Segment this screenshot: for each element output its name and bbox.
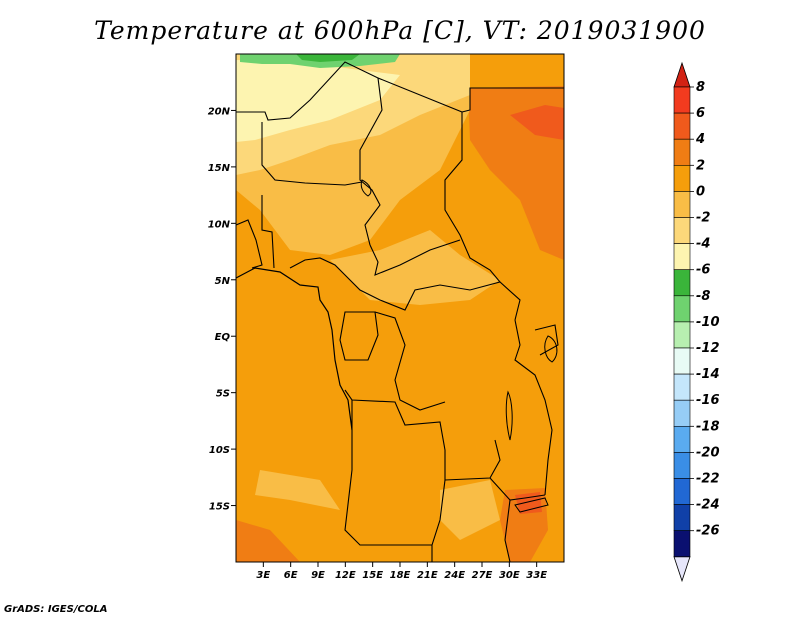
colorbar-swatch — [673, 243, 691, 271]
lon-tick-label: 30E — [499, 570, 520, 581]
lat-tick-label: 10N — [208, 219, 231, 230]
map-title: Temperature at 600hPa [C], VT: 201903190… — [94, 16, 706, 45]
colorbar-swatch — [673, 478, 691, 505]
lon-tick-label: 33E — [526, 570, 547, 581]
lon-tick-label: 21E — [417, 570, 438, 581]
lon-tick-label: 9E — [311, 570, 325, 581]
warm-zone-south — [236, 520, 300, 562]
colorbar-label: -18 — [696, 419, 720, 434]
colorbar-label: 8 — [696, 80, 705, 95]
lon-tick-label: 27E — [472, 570, 493, 581]
colorbar-swatch — [673, 347, 691, 375]
lon-tick-label: 18E — [390, 570, 411, 581]
colorbar-label: -2 — [696, 211, 710, 226]
cool-zone-southwest — [255, 470, 340, 510]
colorbar-label: -10 — [696, 315, 720, 330]
colorbar-label: 2 — [696, 158, 705, 173]
lon-tick-label: 15E — [362, 570, 383, 581]
colorbar-label: -20 — [696, 445, 720, 460]
colorbar-label: 4 — [695, 132, 705, 147]
colorbar-swatch — [673, 165, 691, 192]
colorbar-swatch — [673, 112, 691, 140]
latitude-ticks: 20N 15N 10N 5N EQ 5S 10S 15S — [208, 106, 236, 513]
cool-zone-central — [330, 230, 500, 305]
lon-tick-label: 3E — [256, 570, 270, 581]
colorbar-label: -22 — [696, 472, 720, 487]
colorbar-swatch — [673, 269, 691, 297]
lat-tick-label: 5N — [215, 276, 231, 287]
colorbar-swatch — [673, 217, 691, 244]
colorbar-label: -12 — [696, 341, 720, 356]
lat-tick-label: 10S — [209, 445, 230, 456]
colorbar-label: -16 — [696, 393, 720, 408]
colorbar-swatch — [673, 530, 691, 558]
colorbar-label: -26 — [696, 524, 720, 539]
colorbar-swatch — [673, 191, 691, 218]
colorbar-label: -6 — [696, 263, 710, 278]
colorbar-label: -4 — [696, 237, 710, 252]
lat-tick-label: 5S — [216, 389, 230, 400]
green-core-north — [296, 54, 360, 62]
longitude-ticks: 3E 6E 9E 12E 15E 18E 21E 24E 27E 30E 33E — [256, 562, 547, 581]
lon-tick-label: 6E — [284, 570, 298, 581]
colorbar-label: -8 — [696, 289, 710, 304]
colorbar-label: -24 — [696, 498, 720, 513]
country-borders — [235, 61, 564, 563]
colorbar-top-triangle — [673, 61, 691, 88]
colorbar: 8 6 4 2 0 -2 -4 -6 -8 -10 -12 -14 -16 -18 -20 -22 -24 -26 — [673, 61, 720, 583]
colorbar-swatch — [673, 504, 691, 532]
colorbar-swatch — [673, 425, 691, 453]
colorbar-label: 0 — [696, 184, 705, 199]
colorbar-swatch — [673, 321, 691, 349]
colorbar-label: -14 — [696, 367, 720, 382]
lat-tick-label: EQ — [215, 332, 231, 343]
lat-tick-label: 15N — [208, 163, 231, 174]
colorbar-swatch — [673, 86, 691, 114]
colorbar-swatch — [673, 399, 691, 427]
colorbar-swatch — [673, 373, 691, 401]
cool-zone-south — [440, 480, 500, 540]
colorbar-swatch — [673, 138, 691, 166]
grads-credit: GrADS: IGES/COLA — [4, 604, 108, 615]
colorbar-swatch — [673, 452, 691, 479]
colorbar-bottom-triangle — [673, 556, 691, 583]
lon-tick-label: 12E — [335, 570, 356, 581]
lon-tick-label: 24E — [444, 570, 465, 581]
lat-tick-label: 20N — [208, 106, 231, 117]
colder-zone-north — [236, 60, 400, 142]
map-panel — [235, 53, 565, 563]
lakes — [360, 179, 558, 513]
colorbar-swatch — [673, 295, 691, 323]
lat-tick-label: 15S — [209, 502, 230, 513]
colorbar-label: 6 — [696, 106, 705, 121]
coastline — [235, 267, 353, 431]
hot-spot-east — [510, 105, 564, 140]
